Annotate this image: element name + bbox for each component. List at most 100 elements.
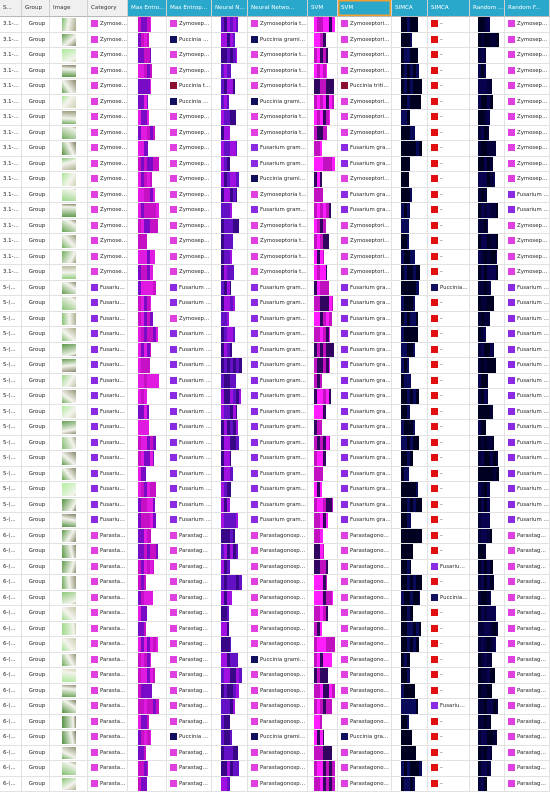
- class-icon: [341, 175, 348, 182]
- heatmap-thumbnail: [220, 714, 230, 729]
- table-cell: Parastagonospora nodorum: [248, 668, 308, 684]
- cell-text: Parastagonospora nodorum: [517, 610, 549, 616]
- class-icon: [508, 206, 515, 213]
- table-cell: Zymoseptoria tritici: [248, 63, 308, 79]
- heatmap-thumbnail: [313, 327, 330, 342]
- cell-text: –: [440, 548, 443, 554]
- table-cell: Parastagonospora nodorum: [338, 637, 392, 653]
- column-header[interactable]: Max Entrop...: [167, 0, 212, 17]
- cell-text: Parastagonospora nodorum: [260, 532, 308, 539]
- cell-text: Fusarium graminearum: [517, 191, 550, 198]
- class-icon: [431, 392, 438, 399]
- table-cell: 5-(...: [0, 497, 22, 513]
- class-icon: [251, 82, 258, 89]
- class-icon: [251, 748, 258, 756]
- cell-text: Parastagonospora nodorum: [179, 780, 211, 787]
- class-icon: [170, 733, 177, 740]
- cell-text: SIMCA: [395, 5, 413, 11]
- class-icon: [341, 748, 348, 756]
- table-cell: [128, 203, 167, 219]
- cell-text: 6-(...: [3, 780, 16, 787]
- column-header[interactable]: Category: [88, 0, 128, 17]
- class-icon: [91, 175, 98, 182]
- table-cell: Zymoseptoria tritici: [167, 156, 212, 172]
- heatmap-thumbnail: [220, 606, 229, 621]
- cell-text: 5-(...: [3, 377, 16, 384]
- table-cell: 6-(...: [0, 668, 22, 684]
- table-cell: –: [428, 342, 470, 358]
- class-icon: [170, 20, 177, 27]
- class-icon: [170, 547, 177, 554]
- heatmap-thumbnail: [138, 466, 146, 481]
- heatmap-thumbnail: [400, 172, 409, 187]
- cell-text: 3.1-...: [3, 191, 19, 198]
- class-icon: [431, 35, 438, 43]
- cell-text: Zymoseptoria tritici: [100, 36, 128, 43]
- class-icon: [508, 314, 515, 322]
- class-icon: [91, 128, 98, 136]
- column-header[interactable]: SIMCA: [428, 0, 470, 17]
- table-cell: Group: [22, 17, 50, 33]
- column-header[interactable]: SVM: [308, 0, 338, 17]
- class-icon: [431, 376, 438, 384]
- table-cell: Zymoseptoria tritici: [338, 110, 392, 126]
- heatmap-thumbnail: [220, 621, 229, 636]
- table-cell: Parastagonospora nodorum: [167, 683, 212, 699]
- cell-text: Fusarium graminearum: [179, 300, 212, 306]
- heatmap-thumbnail: [400, 156, 410, 171]
- heatmap-thumbnail: [220, 249, 232, 264]
- table-cell: Fusarium graminearum: [505, 389, 550, 405]
- class-icon: [341, 423, 348, 430]
- heatmap-thumbnail: [313, 234, 329, 249]
- column-header[interactable]: Random F...: [470, 0, 505, 17]
- cell-text: Random F...: [508, 5, 541, 11]
- class-icon: [251, 764, 258, 771]
- column-header[interactable]: S...: [0, 0, 22, 17]
- cell-text: Parastagonospora nodorum: [260, 625, 308, 632]
- cell-text: 3.1-...: [3, 176, 19, 182]
- column-header[interactable]: Max Entro...: [128, 0, 167, 17]
- class-icon: [431, 547, 438, 554]
- heatmap-thumbnail: [138, 234, 147, 249]
- column-header[interactable]: Random F...: [505, 0, 550, 17]
- table-cell: 5-(...: [0, 513, 22, 529]
- column-header[interactable]: Group: [22, 0, 50, 17]
- class-icon: [91, 624, 98, 632]
- table-cell: Group: [22, 63, 50, 79]
- heatmap-thumbnail: [478, 714, 491, 729]
- table-cell: [470, 575, 505, 591]
- heatmap-thumbnail: [220, 32, 235, 47]
- cell-text: Puccinia graminis: [260, 176, 308, 182]
- cell-text: –: [440, 765, 443, 771]
- table-cell: [308, 683, 338, 699]
- table-cell: [308, 776, 338, 792]
- class-icon: [508, 175, 515, 182]
- cell-text: Parastagonospora nodorum: [179, 563, 211, 570]
- table-cell: 5-(...: [0, 435, 22, 451]
- table-cell: 3.1-...: [0, 141, 22, 157]
- cell-text: Zymoseptoria tritici: [260, 269, 308, 275]
- heatmap-thumbnail: [313, 652, 332, 667]
- column-header[interactable]: Image: [50, 0, 88, 17]
- table-cell: –: [428, 156, 470, 172]
- cell-text: Parastagonospora nodorum: [260, 594, 308, 601]
- table-cell: Fusarium graminearum: [167, 296, 212, 312]
- heatmap-thumbnail: [400, 776, 415, 791]
- column-header[interactable]: SVM: [338, 0, 392, 17]
- table-cell: Fusarium graminearum: [88, 466, 128, 482]
- cell-text: S...: [3, 5, 12, 11]
- class-icon: [91, 469, 98, 477]
- table-cell: –: [428, 17, 470, 33]
- table-cell: Fusarium graminearum: [505, 373, 550, 389]
- leaf-thumbnail: [61, 529, 76, 542]
- column-header[interactable]: Neural Netwo...: [248, 0, 308, 17]
- cell-text: –: [440, 238, 443, 244]
- table-cell: [212, 141, 248, 157]
- table-cell: [392, 249, 428, 265]
- table-cell: [212, 714, 248, 730]
- column-header[interactable]: Neural Ne...: [212, 0, 248, 17]
- heatmap-thumbnail: [138, 172, 152, 187]
- table-cell: Zymoseptoria tritici: [167, 141, 212, 157]
- column-header[interactable]: SIMCA: [392, 0, 428, 17]
- table-cell: [212, 590, 248, 606]
